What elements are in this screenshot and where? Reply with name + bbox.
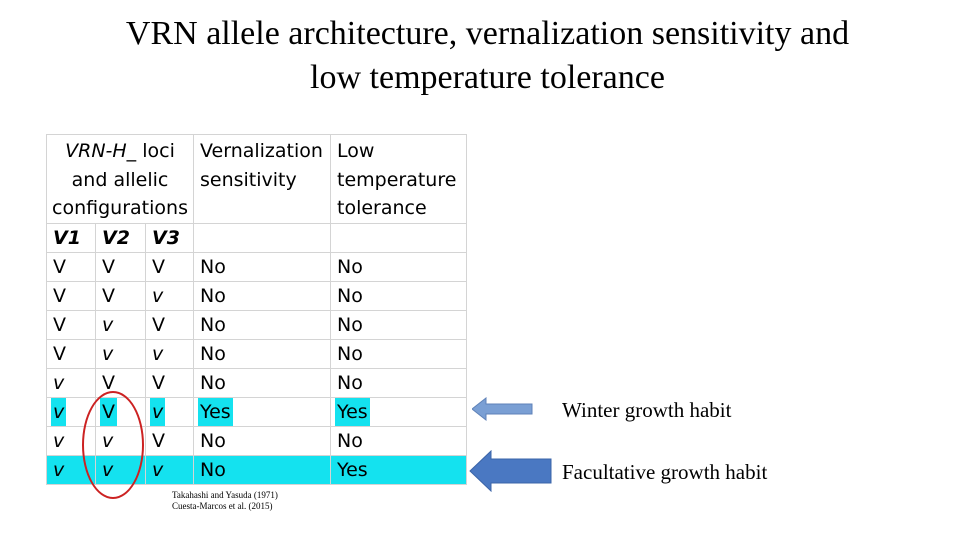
cell-v2: V bbox=[95, 251, 146, 282]
table-row-winter-highlight: v V v Yes Yes bbox=[46, 396, 467, 427]
cell-v1: V bbox=[46, 251, 96, 282]
cell-v2: v bbox=[95, 309, 146, 340]
cell-vernalization: Yes bbox=[193, 396, 331, 427]
cell-v3: v bbox=[145, 454, 194, 485]
cell-v3: V bbox=[145, 425, 194, 456]
title-line-2: low temperature tolerance bbox=[310, 59, 665, 96]
cell-v1: V bbox=[46, 338, 96, 369]
table-subheader-row: V1 V2 V3 bbox=[46, 222, 467, 253]
cell-v3: V bbox=[145, 309, 194, 340]
cell-low-temperature: No bbox=[330, 251, 467, 282]
table-row: V v v No No bbox=[46, 338, 467, 369]
vrn-allele-table: VRN-H_ loci and allelic configurations V… bbox=[46, 134, 467, 485]
cell-v3: v bbox=[145, 280, 194, 311]
cell-vernalization: No bbox=[193, 309, 331, 340]
cell-low-temperature: Yes bbox=[330, 454, 467, 485]
table-row: V V V No No bbox=[46, 251, 467, 282]
cell-v3: v bbox=[145, 338, 194, 369]
citation-line-1: Takahashi and Yasuda (1971) bbox=[172, 490, 278, 500]
title-line-1: VRN allele architecture, vernalization s… bbox=[125, 15, 850, 52]
facultative-growth-habit-label: Facultative growth habit bbox=[562, 460, 768, 484]
cell-v3: v bbox=[145, 396, 194, 427]
table-row: v V V No No bbox=[46, 367, 467, 398]
cell-low-temperature: Yes bbox=[330, 396, 467, 427]
cell-vernalization: No bbox=[193, 425, 331, 456]
cell-v2: V bbox=[95, 280, 146, 311]
cell-vernalization: No bbox=[193, 338, 331, 369]
winter-arrow-icon bbox=[472, 397, 533, 421]
subheader-v2: V2 bbox=[95, 222, 146, 253]
winter-growth-habit-label: Winter growth habit bbox=[562, 398, 732, 422]
cell-vernalization: No bbox=[193, 454, 331, 485]
header-loci: VRN-H_ loci and allelic configurations bbox=[46, 134, 194, 224]
cell-v1: V bbox=[46, 309, 96, 340]
cell-low-temperature: No bbox=[330, 338, 467, 369]
cell-low-temperature: No bbox=[330, 309, 467, 340]
cell-v3: V bbox=[145, 251, 194, 282]
vrn-table-container: VRN-H_ loci and allelic configurations V… bbox=[46, 134, 467, 485]
cell-low-temperature: No bbox=[330, 425, 467, 456]
header-low-temperature: Low temperature tolerance bbox=[330, 134, 467, 224]
table-row: V V v No No bbox=[46, 280, 467, 311]
cell-v1: v bbox=[46, 367, 96, 398]
cell-vernalization: No bbox=[193, 251, 331, 282]
subheader-v3: V3 bbox=[145, 222, 194, 253]
subheader-empty bbox=[193, 222, 331, 253]
citation: Takahashi and Yasuda (1971) Cuesta-Marco… bbox=[172, 490, 278, 512]
cell-v3: V bbox=[145, 367, 194, 398]
subheader-empty bbox=[330, 222, 467, 253]
citation-line-2: Cuesta-Marcos et al. (2015) bbox=[172, 501, 273, 511]
cell-low-temperature: No bbox=[330, 367, 467, 398]
cell-vernalization: No bbox=[193, 367, 331, 398]
cell-v1: V bbox=[46, 280, 96, 311]
header-vernalization: Vernalization sensitivity bbox=[193, 134, 331, 224]
table-header-row: VRN-H_ loci and allelic configurations V… bbox=[46, 134, 467, 224]
table-row: v v V No No bbox=[46, 425, 467, 456]
facultative-arrow-icon bbox=[469, 450, 552, 492]
table-row: V v V No No bbox=[46, 309, 467, 340]
cell-v2: v bbox=[95, 338, 146, 369]
cell-low-temperature: No bbox=[330, 280, 467, 311]
subheader-v1: V1 bbox=[46, 222, 96, 253]
slide-title: VRN allele architecture, vernalization s… bbox=[0, 12, 960, 100]
v2-highlight-oval bbox=[82, 391, 144, 499]
cell-vernalization: No bbox=[193, 280, 331, 311]
